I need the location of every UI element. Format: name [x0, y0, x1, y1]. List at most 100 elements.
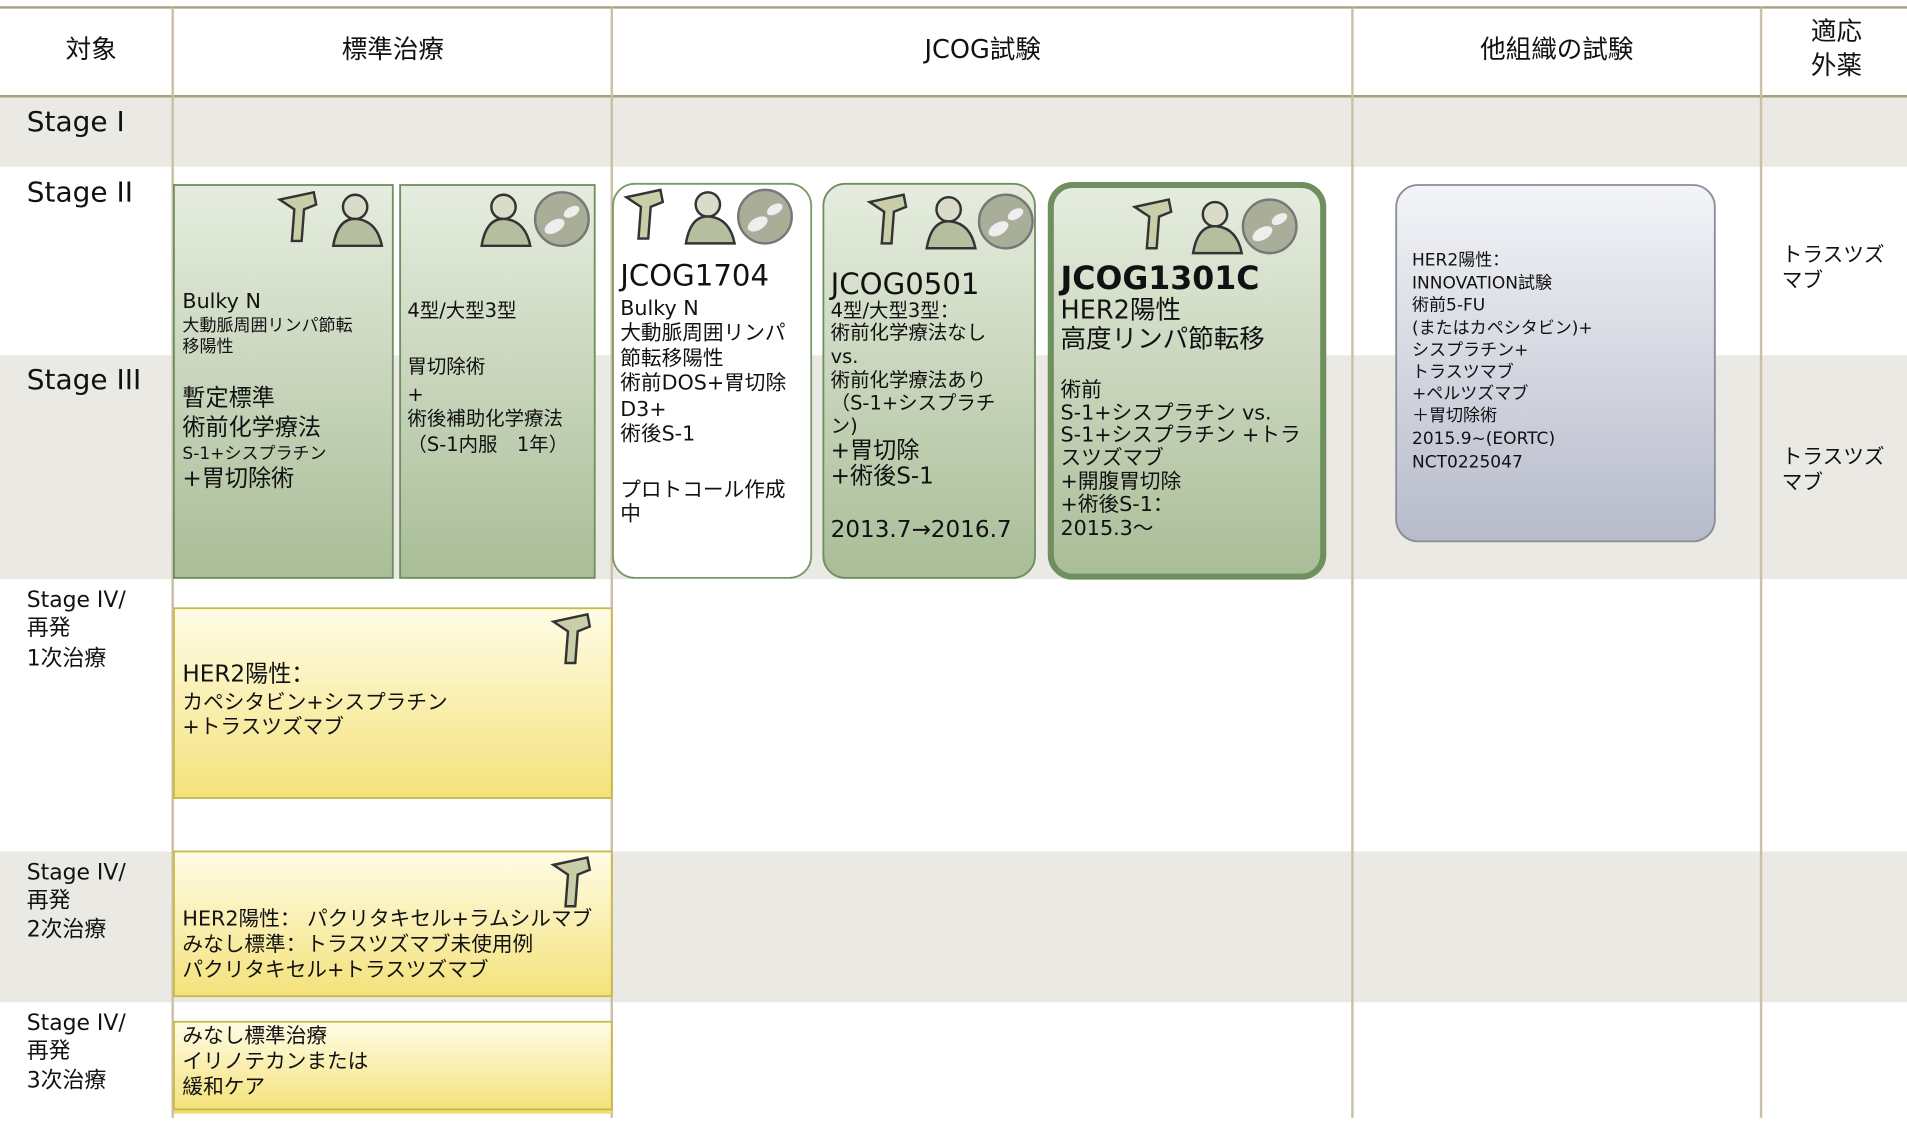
box-text: 術前化学療法あり	[831, 368, 987, 391]
box-text: 術後S-1	[620, 421, 695, 445]
row-label: Stage IV/	[27, 588, 127, 613]
column-header: 標準治療	[342, 35, 444, 65]
row-label: Stage IV/	[27, 860, 127, 885]
box-text: みなし標準：トラスツズマブ未使用例	[182, 932, 533, 956]
surgeon-icon	[341, 193, 369, 221]
box-text: イリノテカンまたは	[182, 1049, 368, 1073]
row-label: Stage II	[27, 176, 133, 209]
pill-icon	[747, 216, 768, 232]
knife-icon	[276, 190, 318, 243]
column-header: 対象	[66, 35, 117, 65]
box-text: シスプラチン+	[1412, 340, 1528, 360]
box-text: 緩和ケア	[182, 1074, 265, 1098]
row-label: 再発	[27, 616, 71, 641]
box-frame	[173, 1020, 613, 1111]
box-text: トラスツマブ	[1412, 361, 1514, 382]
pill-icon	[1241, 198, 1298, 255]
box-text: Bulky N	[182, 289, 260, 313]
surgeon-icon	[490, 193, 517, 221]
box-frame	[1395, 184, 1716, 543]
row-band	[0, 96, 1907, 167]
box-text: 2015.9~(EORTC)	[1412, 429, 1555, 449]
row-label: Stage IV/	[27, 1011, 127, 1036]
pill-icon	[977, 193, 1034, 250]
box-text: 高度リンパ節転移	[1061, 325, 1265, 355]
box-text: 中	[620, 502, 641, 526]
box-text: JCOG0501	[829, 267, 980, 301]
row-label: Stage III	[27, 363, 141, 396]
box-text: +術後S-1：	[1061, 492, 1174, 516]
surgeon-icon	[480, 217, 532, 248]
box: HER2陽性： パクリタキセル+ラムシルマブみなし標準：トラスツズマブ未使用例パ…	[173, 850, 613, 998]
box-frame	[1047, 181, 1327, 580]
surgeon-icon	[1191, 225, 1244, 255]
surgeon-icon	[331, 217, 384, 248]
row-label: 2次治療	[27, 918, 107, 943]
off-label-drug: マブ	[1782, 268, 1823, 292]
box-text: 4型/大型3型：	[831, 299, 959, 322]
box-text: （S-1+シスプラチ	[831, 391, 996, 414]
box-text: 術前5-FU	[1412, 295, 1485, 315]
row-label: 3次治療	[27, 1068, 107, 1093]
surgeon-icon	[925, 220, 977, 250]
box-frame	[399, 184, 596, 579]
column-header: JCOG試験	[923, 35, 1041, 65]
pill-icon	[1271, 213, 1288, 226]
box-text: Bulky N	[620, 296, 698, 320]
box-text: 術前化学療法なし	[831, 321, 987, 344]
box-text: 術前DOS+胃切除	[620, 370, 786, 394]
box-text: 術後補助化学療法	[407, 407, 563, 430]
box-text: 暫定標準	[182, 386, 274, 412]
box-text: スツズマブ	[1061, 446, 1164, 470]
box-text: S-1+シスプラチン +トラ	[1061, 423, 1301, 447]
box-text: プロトコール作成	[620, 477, 785, 501]
box-text: +術後S-1	[831, 463, 934, 489]
box-frame	[822, 182, 1036, 579]
box-text: 大動脈周囲リンパ	[620, 320, 785, 344]
box-text: ン)	[831, 415, 858, 438]
box-text: S-1+シスプラチン vs.	[1061, 401, 1272, 425]
knife-icon	[550, 612, 592, 665]
box-text: みなし標準治療	[182, 1023, 327, 1047]
box-text: ＋胃切除術	[1412, 406, 1497, 426]
off-label-drug: マブ	[1782, 470, 1823, 494]
surgeon-icon	[694, 191, 722, 218]
row-label: 再発	[27, 1039, 71, 1064]
box: JCOG05014型/大型3型：術前化学療法なしvs.術前化学療法あり（S-1+…	[822, 182, 1036, 579]
column-header: 適応	[1811, 17, 1862, 47]
surgeon-icon	[1201, 200, 1229, 228]
box-frame	[173, 850, 613, 998]
box-text: 2013.7→2016.7	[831, 517, 1012, 543]
box-text: 術前化学療法	[182, 415, 321, 441]
row-label: 再発	[27, 888, 71, 913]
box-text: 節転移陽性	[620, 346, 723, 370]
pill-icon	[1007, 208, 1024, 221]
pill-icon	[988, 221, 1009, 237]
column-header: 外薬	[1811, 51, 1862, 81]
box-text: NCT0225047	[1412, 452, 1523, 472]
box-text: 大動脈周囲リンパ節転	[182, 316, 352, 336]
box-text: 4型/大型3型	[407, 299, 516, 322]
box-text: 2015.3～	[1061, 516, 1154, 540]
box-text: HER2陽性	[1061, 296, 1181, 326]
box: HER2陽性：カペシタビン+シスプラチン+トラスツズマブ	[173, 607, 613, 799]
off-label-drug: トラスツズ	[1782, 444, 1885, 468]
pill-icon	[533, 191, 590, 248]
surgeon-icon	[684, 215, 737, 245]
box-text: +ペルツズマブ	[1412, 383, 1528, 404]
knife-icon	[866, 193, 908, 245]
box-text: HER2陽性： パクリタキセル+ラムシルマブ	[182, 907, 592, 931]
pill-icon	[737, 188, 793, 245]
box-text: HER2陽性：	[182, 662, 314, 688]
box-text: カペシタビン+シスプラチン	[182, 690, 447, 714]
column-header: 他組織の試験	[1480, 35, 1633, 65]
knife-icon	[623, 188, 665, 240]
box-frame	[612, 182, 813, 579]
pill-icon	[544, 218, 565, 234]
